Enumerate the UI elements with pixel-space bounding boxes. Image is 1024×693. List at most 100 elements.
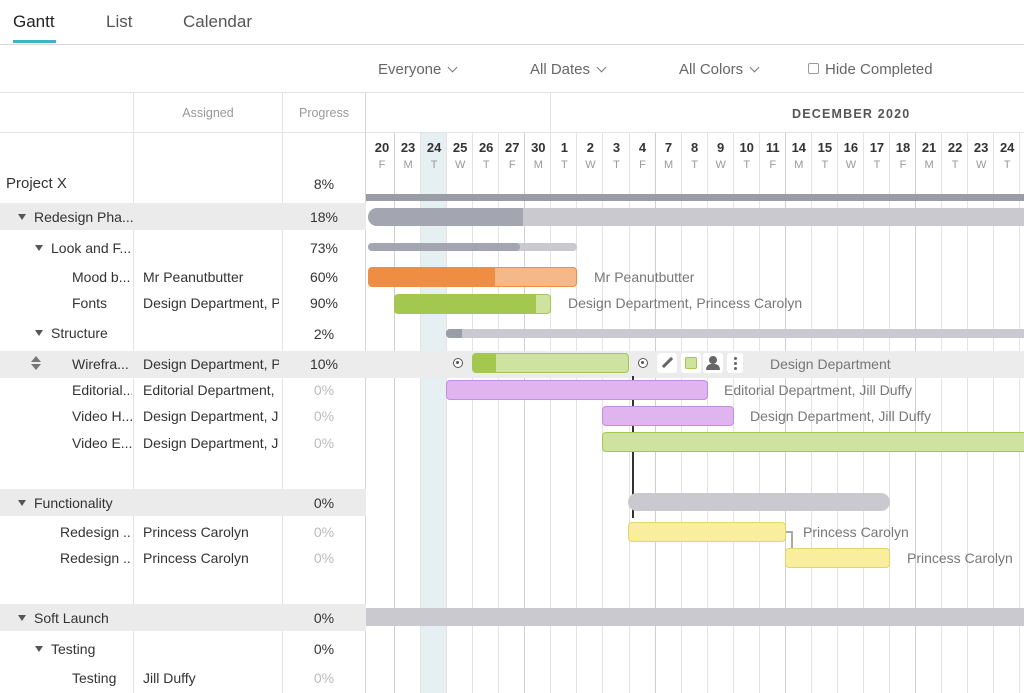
task-bar-redesign-2[interactable] — [785, 548, 890, 568]
day-number: 4 — [638, 140, 647, 155]
day-weekday: M — [403, 159, 413, 171]
collapse-triangle-icon[interactable] — [18, 615, 26, 621]
task-name[interactable]: Video H... — [72, 408, 132, 424]
today-highlight — [420, 133, 446, 693]
people-filter-dropdown[interactable]: Everyone — [378, 61, 458, 78]
task-bar-label: Design Department, Jill Duffy — [750, 408, 932, 424]
task-bar-mood-board[interactable] — [368, 267, 577, 287]
row-look-and-feel[interactable]: Look and F... — [35, 240, 131, 256]
task-assigned[interactable]: Design Department, P — [143, 295, 279, 311]
person-icon[interactable] — [703, 353, 723, 373]
day-weekday: F — [378, 159, 386, 171]
active-tab-indicator — [13, 40, 56, 43]
tab-list[interactable]: List — [106, 12, 133, 31]
task-name[interactable]: Video E... — [72, 435, 132, 451]
task-assigned[interactable]: Design Department, J — [143, 408, 279, 424]
more-icon[interactable] — [727, 353, 743, 373]
hide-completed-checkbox[interactable] — [808, 63, 819, 74]
task-name: Soft Launch — [34, 610, 109, 626]
task-progress: 2% — [313, 326, 335, 342]
task-assigned[interactable]: Mr Peanutbutter — [143, 269, 244, 285]
pencil-icon[interactable] — [657, 353, 677, 373]
task-name[interactable]: Testing — [72, 670, 117, 686]
column-header-progress[interactable]: Progress — [298, 106, 350, 120]
day-gridline — [1019, 133, 1021, 693]
collapse-triangle-icon[interactable] — [18, 214, 26, 220]
task-assigned[interactable]: Design Department, P — [143, 356, 279, 372]
day-weekday: W — [454, 159, 466, 171]
task-assigned[interactable]: Editorial Department, — [143, 382, 275, 398]
day-gridline — [394, 133, 396, 693]
day-gridline — [446, 133, 448, 693]
collapse-triangle-icon[interactable] — [35, 330, 43, 336]
project-summary-bar[interactable] — [366, 194, 1024, 201]
collapse-triangle-icon[interactable] — [18, 500, 26, 506]
day-number: 8 — [690, 140, 699, 155]
day-weekday: W — [845, 159, 857, 171]
row-structure[interactable]: Structure — [35, 325, 108, 341]
chevron-down-icon — [749, 62, 760, 73]
dates-filter-dropdown[interactable]: All Dates — [530, 61, 607, 78]
group-bar-redesign-phase[interactable] — [368, 208, 1024, 226]
day-number: 23 — [400, 140, 416, 155]
day-weekday: T — [560, 159, 568, 171]
day-number: 7 — [664, 140, 673, 155]
pane-divider — [365, 93, 366, 693]
collapse-triangle-icon[interactable] — [35, 646, 43, 652]
day-number: 30 — [531, 140, 546, 155]
day-number: 15 — [817, 140, 833, 155]
task-assigned[interactable]: Princess Carolyn — [143, 524, 249, 540]
task-progress: 0% — [313, 610, 335, 626]
day-weekday: T — [821, 159, 829, 171]
task-bar-redesign-1[interactable] — [628, 522, 786, 542]
row-functionality[interactable]: Functionality — [18, 495, 113, 511]
task-name[interactable]: Wirefra... — [72, 356, 129, 372]
task-name: Look and F... — [51, 240, 132, 256]
row-redesign-phase[interactable]: Redesign Pha... — [18, 209, 134, 225]
color-swatch-icon[interactable] — [681, 353, 701, 373]
task-name: Testing — [51, 641, 96, 657]
group-bar-functionality[interactable] — [628, 493, 890, 511]
task-name[interactable]: Redesign ... — [60, 524, 132, 540]
tab-calendar[interactable]: Calendar — [183, 12, 252, 31]
header-divider — [0, 132, 366, 133]
tab-gantt[interactable]: Gantt — [13, 12, 55, 31]
day-gridline — [576, 133, 578, 693]
row-testing-group[interactable]: Testing — [35, 641, 95, 657]
project-name[interactable]: Project X — [6, 175, 67, 192]
task-bar-video-e[interactable] — [602, 432, 1024, 452]
colors-filter-dropdown[interactable]: All Colors — [679, 61, 760, 78]
day-weekday: T — [743, 159, 751, 171]
task-bar-video-h[interactable] — [602, 406, 734, 426]
task-progress: 0% — [313, 435, 335, 451]
group-bar-look-and-feel[interactable] — [368, 243, 577, 251]
task-name[interactable]: Redesign ... — [60, 550, 132, 566]
day-weekday: M — [663, 159, 674, 171]
group-bar-structure[interactable] — [446, 329, 1024, 338]
hide-completed-toggle[interactable]: Hide Completed — [808, 61, 933, 78]
task-name[interactable]: Editorial... — [72, 382, 132, 398]
task-assigned[interactable]: Jill Duffy — [143, 670, 196, 686]
task-name[interactable]: Mood b... — [72, 269, 131, 285]
task-assigned[interactable]: Design Department, J — [143, 435, 279, 451]
day-weekday: F — [508, 159, 516, 171]
dependency-end-handle[interactable] — [638, 358, 648, 368]
task-bar-wireframe[interactable] — [472, 353, 629, 373]
collapse-triangle-icon[interactable] — [35, 245, 43, 251]
group-row-bg — [0, 203, 366, 230]
day-number: 24 — [426, 140, 442, 155]
task-bar-editorial[interactable] — [446, 380, 708, 400]
task-assigned[interactable]: Princess Carolyn — [143, 550, 249, 566]
day-gridline — [550, 133, 552, 693]
task-bar-fonts[interactable] — [394, 294, 551, 314]
row-soft-launch[interactable]: Soft Launch — [18, 610, 109, 626]
task-name[interactable]: Fonts — [72, 295, 108, 311]
dependency-start-handle[interactable] — [453, 358, 463, 368]
group-bar-soft-launch[interactable] — [366, 608, 1024, 626]
drag-handle-icon[interactable] — [30, 356, 42, 372]
month-divider — [550, 93, 551, 133]
day-gridline — [498, 133, 500, 693]
task-bar-label: Design Department, Princess Carolyn — [568, 295, 803, 311]
day-gridline — [524, 133, 526, 693]
column-header-assigned[interactable]: Assigned — [182, 106, 234, 120]
